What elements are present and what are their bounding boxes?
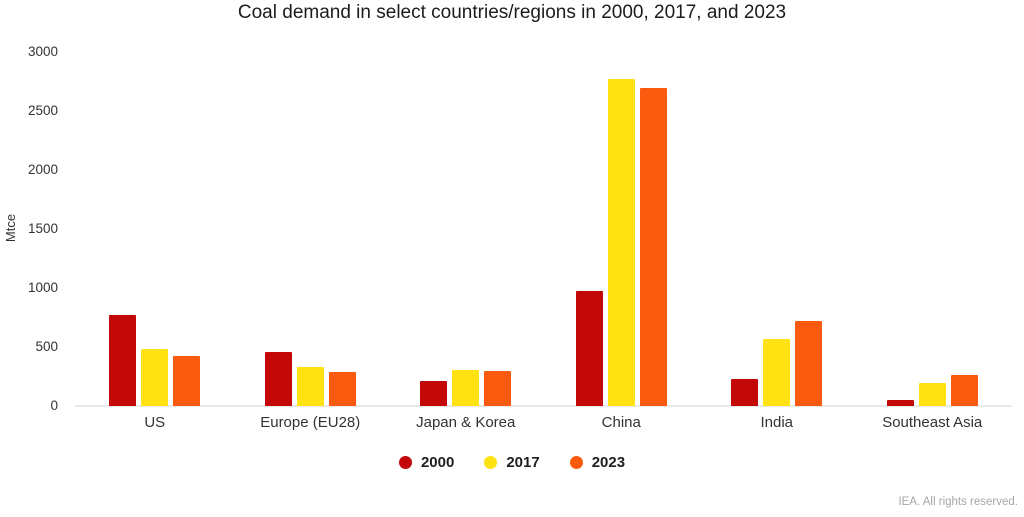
legend-item-2023[interactable]: 2023 — [569, 454, 626, 471]
y-tick-label: 1000 — [27, 280, 58, 295]
legend-marker-icon — [398, 456, 412, 469]
bar-2023-southeast-asia — [950, 374, 978, 406]
bar-2017-china — [607, 79, 635, 406]
legend-label: 2017 — [506, 454, 540, 471]
legend-marker-icon — [484, 456, 498, 469]
x-axis-label: Europe (EU28) — [260, 414, 361, 431]
x-axis-label: US — [144, 414, 166, 431]
x-axis-label: Southeast Asia — [882, 414, 983, 431]
legend-item-2000[interactable]: 2000 — [398, 454, 455, 471]
bar-2017-japan-korea — [452, 370, 480, 406]
legend-marker-icon — [569, 456, 583, 469]
bar-2017-us — [141, 348, 169, 406]
chart-title: Coal demand in select countries/regions … — [237, 2, 787, 23]
bar-2000-southeast-asia — [886, 400, 914, 406]
bar-2000-india — [731, 378, 759, 406]
legend-label: 2000 — [420, 454, 455, 471]
bar-2000-us — [109, 315, 137, 406]
x-axis-label: India — [760, 414, 794, 431]
y-tick-label: 2500 — [27, 103, 58, 118]
y-tick-label: 3000 — [27, 44, 58, 59]
bar-2000-china — [575, 290, 603, 406]
bar-2017-europe-eu28- — [296, 367, 324, 406]
bar-2023-japan-korea — [484, 371, 512, 406]
y-tick-label: 500 — [35, 339, 58, 354]
y-tick-label: 0 — [50, 398, 58, 413]
x-axis-label: Japan & Korea — [416, 414, 516, 431]
bar-2023-europe-eu28- — [328, 371, 356, 406]
copyright-note: IEA. All rights reserved. — [898, 496, 1018, 508]
legend: 2000 2017 2023 — [0, 454, 1024, 471]
bar-2000-japan-korea — [420, 381, 448, 406]
bar-2017-southeast-asia — [918, 382, 946, 406]
legend-label: 2023 — [591, 454, 626, 471]
x-axis-label: China — [601, 414, 641, 431]
x-axis-line — [75, 405, 1012, 407]
bar-2017-india — [763, 339, 791, 406]
legend-item-2017[interactable]: 2017 — [484, 454, 540, 471]
bar-2023-china — [639, 87, 667, 406]
bar-2023-india — [795, 321, 823, 406]
y-tick-label: 2000 — [27, 162, 58, 177]
bar-2023-us — [173, 355, 201, 406]
bar-2000-europe-eu28- — [264, 351, 292, 406]
y-tick-label: 1500 — [27, 221, 58, 236]
